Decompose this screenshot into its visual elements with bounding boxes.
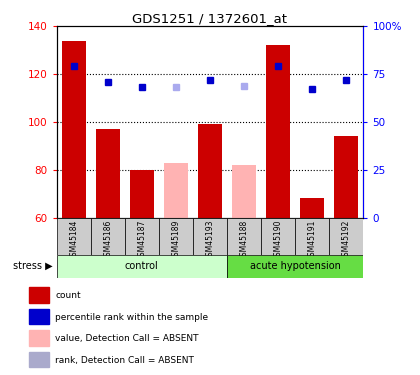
Text: GSM45184: GSM45184 bbox=[69, 219, 78, 261]
Text: value, Detection Call = ABSENT: value, Detection Call = ABSENT bbox=[55, 334, 199, 344]
Bar bbox=[125, 217, 159, 255]
Bar bbox=[29, 287, 50, 303]
Bar bbox=[130, 170, 154, 217]
Bar bbox=[57, 255, 227, 278]
Bar bbox=[91, 217, 125, 255]
Text: GSM45191: GSM45191 bbox=[308, 219, 317, 261]
Text: GSM45188: GSM45188 bbox=[239, 219, 249, 261]
Bar bbox=[29, 352, 50, 368]
Bar bbox=[29, 330, 50, 346]
Bar bbox=[193, 217, 227, 255]
Title: GDS1251 / 1372601_at: GDS1251 / 1372601_at bbox=[132, 12, 288, 25]
Text: GSM45190: GSM45190 bbox=[274, 219, 283, 261]
Text: count: count bbox=[55, 291, 81, 300]
Bar bbox=[57, 217, 91, 255]
Text: GSM45193: GSM45193 bbox=[205, 219, 215, 261]
Bar bbox=[62, 40, 86, 218]
Text: acute hypotension: acute hypotension bbox=[250, 261, 341, 271]
Bar bbox=[261, 217, 295, 255]
Bar bbox=[300, 198, 324, 217]
Bar bbox=[334, 136, 358, 218]
Text: GSM45186: GSM45186 bbox=[103, 219, 112, 261]
Bar bbox=[159, 217, 193, 255]
Text: control: control bbox=[125, 261, 159, 271]
Bar bbox=[329, 217, 363, 255]
Bar bbox=[29, 309, 50, 324]
Bar bbox=[266, 45, 290, 218]
Text: GSM45189: GSM45189 bbox=[171, 219, 181, 261]
Text: percentile rank within the sample: percentile rank within the sample bbox=[55, 313, 208, 322]
Bar bbox=[96, 129, 120, 218]
Bar bbox=[227, 217, 261, 255]
Text: GSM45192: GSM45192 bbox=[342, 219, 351, 261]
Bar bbox=[232, 165, 256, 218]
Text: stress ▶: stress ▶ bbox=[13, 261, 52, 271]
Bar bbox=[198, 124, 222, 218]
Bar bbox=[295, 217, 329, 255]
Text: GSM45187: GSM45187 bbox=[137, 219, 146, 261]
Bar bbox=[227, 255, 363, 278]
Bar bbox=[164, 162, 188, 218]
Text: rank, Detection Call = ABSENT: rank, Detection Call = ABSENT bbox=[55, 356, 194, 365]
